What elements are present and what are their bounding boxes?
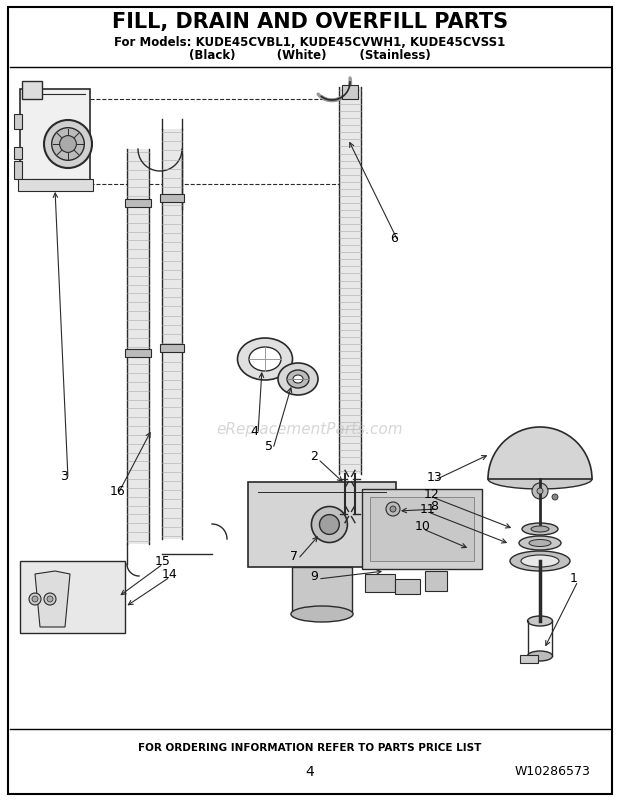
Bar — [22, 82, 42, 100]
Text: 11: 11 — [420, 502, 436, 516]
Text: FOR ORDERING INFORMATION REFER TO PARTS PRICE LIST: FOR ORDERING INFORMATION REFER TO PARTS … — [138, 742, 482, 752]
Circle shape — [60, 136, 76, 153]
Ellipse shape — [529, 540, 551, 547]
Bar — [127, 150, 149, 545]
Wedge shape — [488, 427, 592, 480]
Text: 4: 4 — [306, 764, 314, 778]
Ellipse shape — [528, 616, 552, 626]
Text: FILL, DRAIN AND OVERFILL PARTS: FILL, DRAIN AND OVERFILL PARTS — [112, 12, 508, 32]
Circle shape — [390, 506, 396, 512]
Circle shape — [311, 507, 347, 543]
Bar — [342, 86, 358, 100]
Text: 3: 3 — [60, 469, 68, 482]
Ellipse shape — [531, 526, 549, 533]
Ellipse shape — [528, 651, 552, 661]
Text: 16: 16 — [110, 484, 126, 497]
Polygon shape — [35, 571, 70, 627]
Ellipse shape — [291, 606, 353, 622]
Ellipse shape — [293, 375, 303, 383]
Bar — [520, 655, 538, 663]
Ellipse shape — [249, 347, 281, 371]
Ellipse shape — [522, 524, 558, 535]
Bar — [20, 561, 125, 634]
Ellipse shape — [521, 555, 559, 567]
Ellipse shape — [519, 537, 561, 550]
Text: 12: 12 — [424, 488, 440, 500]
Text: 14: 14 — [162, 567, 178, 581]
Bar — [370, 497, 474, 561]
Ellipse shape — [488, 469, 592, 489]
Bar — [125, 350, 151, 358]
Bar — [395, 579, 420, 594]
Bar — [160, 195, 184, 203]
Text: 15: 15 — [155, 554, 171, 567]
Bar — [365, 574, 395, 592]
Text: 1: 1 — [570, 571, 578, 585]
Text: 5: 5 — [265, 439, 273, 452]
Bar — [18, 180, 93, 192]
Text: 6: 6 — [390, 232, 398, 245]
Text: 2: 2 — [310, 449, 318, 463]
Circle shape — [44, 121, 92, 168]
Bar — [14, 115, 22, 130]
Text: For Models: KUDE45CVBL1, KUDE45CVWH1, KUDE45CVSS1: For Models: KUDE45CVBL1, KUDE45CVWH1, KU… — [114, 35, 506, 48]
Bar — [248, 482, 396, 567]
Bar — [293, 567, 352, 612]
Bar — [339, 88, 361, 475]
Text: 9: 9 — [310, 569, 318, 582]
Circle shape — [552, 494, 558, 500]
Circle shape — [537, 488, 543, 494]
Circle shape — [47, 596, 53, 602]
Circle shape — [29, 593, 41, 606]
Bar — [125, 200, 151, 208]
Circle shape — [386, 502, 400, 516]
Bar — [14, 162, 22, 180]
Bar — [162, 130, 182, 539]
Bar — [14, 148, 22, 160]
Text: 13: 13 — [427, 471, 443, 484]
Circle shape — [319, 515, 339, 535]
Bar — [362, 489, 482, 569]
Circle shape — [44, 593, 56, 606]
Text: 4: 4 — [250, 424, 258, 437]
Circle shape — [32, 596, 38, 602]
Ellipse shape — [278, 363, 318, 395]
Text: eReplacementParts.com: eReplacementParts.com — [216, 422, 404, 437]
Text: 8: 8 — [430, 500, 438, 512]
Text: 7: 7 — [290, 549, 298, 562]
Text: W10286573: W10286573 — [514, 764, 590, 777]
Ellipse shape — [510, 551, 570, 571]
Text: (Black)          (White)        (Stainless): (Black) (White) (Stainless) — [189, 50, 431, 63]
Ellipse shape — [287, 371, 309, 388]
Ellipse shape — [237, 338, 293, 380]
Polygon shape — [20, 90, 90, 184]
Circle shape — [51, 128, 84, 161]
Bar — [425, 571, 447, 591]
Text: 10: 10 — [415, 520, 431, 533]
Circle shape — [532, 484, 548, 500]
Bar — [160, 345, 184, 353]
